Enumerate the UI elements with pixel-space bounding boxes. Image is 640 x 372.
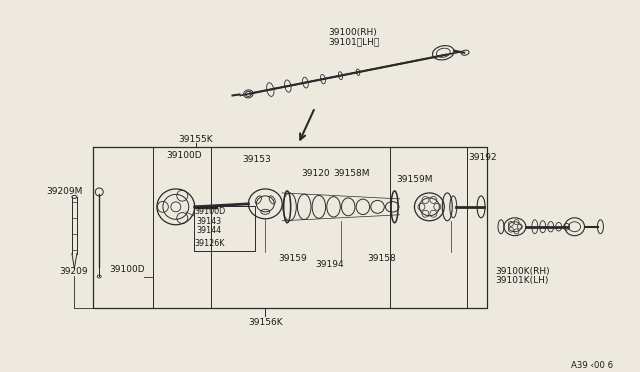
Text: 39158: 39158 (368, 254, 397, 263)
Text: 39158M: 39158M (333, 169, 369, 178)
Text: 39159: 39159 (278, 254, 307, 263)
Text: 39143: 39143 (196, 217, 222, 226)
Text: 39100(RH): 39100(RH) (328, 28, 377, 37)
Text: A39 ‹00 6: A39 ‹00 6 (572, 361, 613, 370)
Text: 39144: 39144 (196, 226, 222, 235)
Text: 39100D: 39100D (166, 151, 202, 160)
Text: 39100D: 39100D (195, 207, 226, 216)
Text: 39209: 39209 (60, 266, 88, 276)
Text: 39120: 39120 (301, 169, 330, 178)
Text: 39100D: 39100D (109, 264, 145, 273)
Text: 39126K: 39126K (195, 239, 225, 248)
Text: 39209M: 39209M (47, 187, 83, 196)
Text: 39153: 39153 (243, 155, 271, 164)
Text: 39156K: 39156K (248, 318, 283, 327)
Text: 39100K(RH): 39100K(RH) (495, 266, 550, 276)
Text: 39101〈LH〉: 39101〈LH〉 (328, 38, 380, 47)
Text: 39192: 39192 (468, 153, 497, 162)
Text: 39194: 39194 (315, 260, 344, 269)
Text: 39101K(LH): 39101K(LH) (495, 276, 548, 285)
Text: 39159M: 39159M (397, 175, 433, 184)
Text: 39155K: 39155K (179, 135, 213, 144)
